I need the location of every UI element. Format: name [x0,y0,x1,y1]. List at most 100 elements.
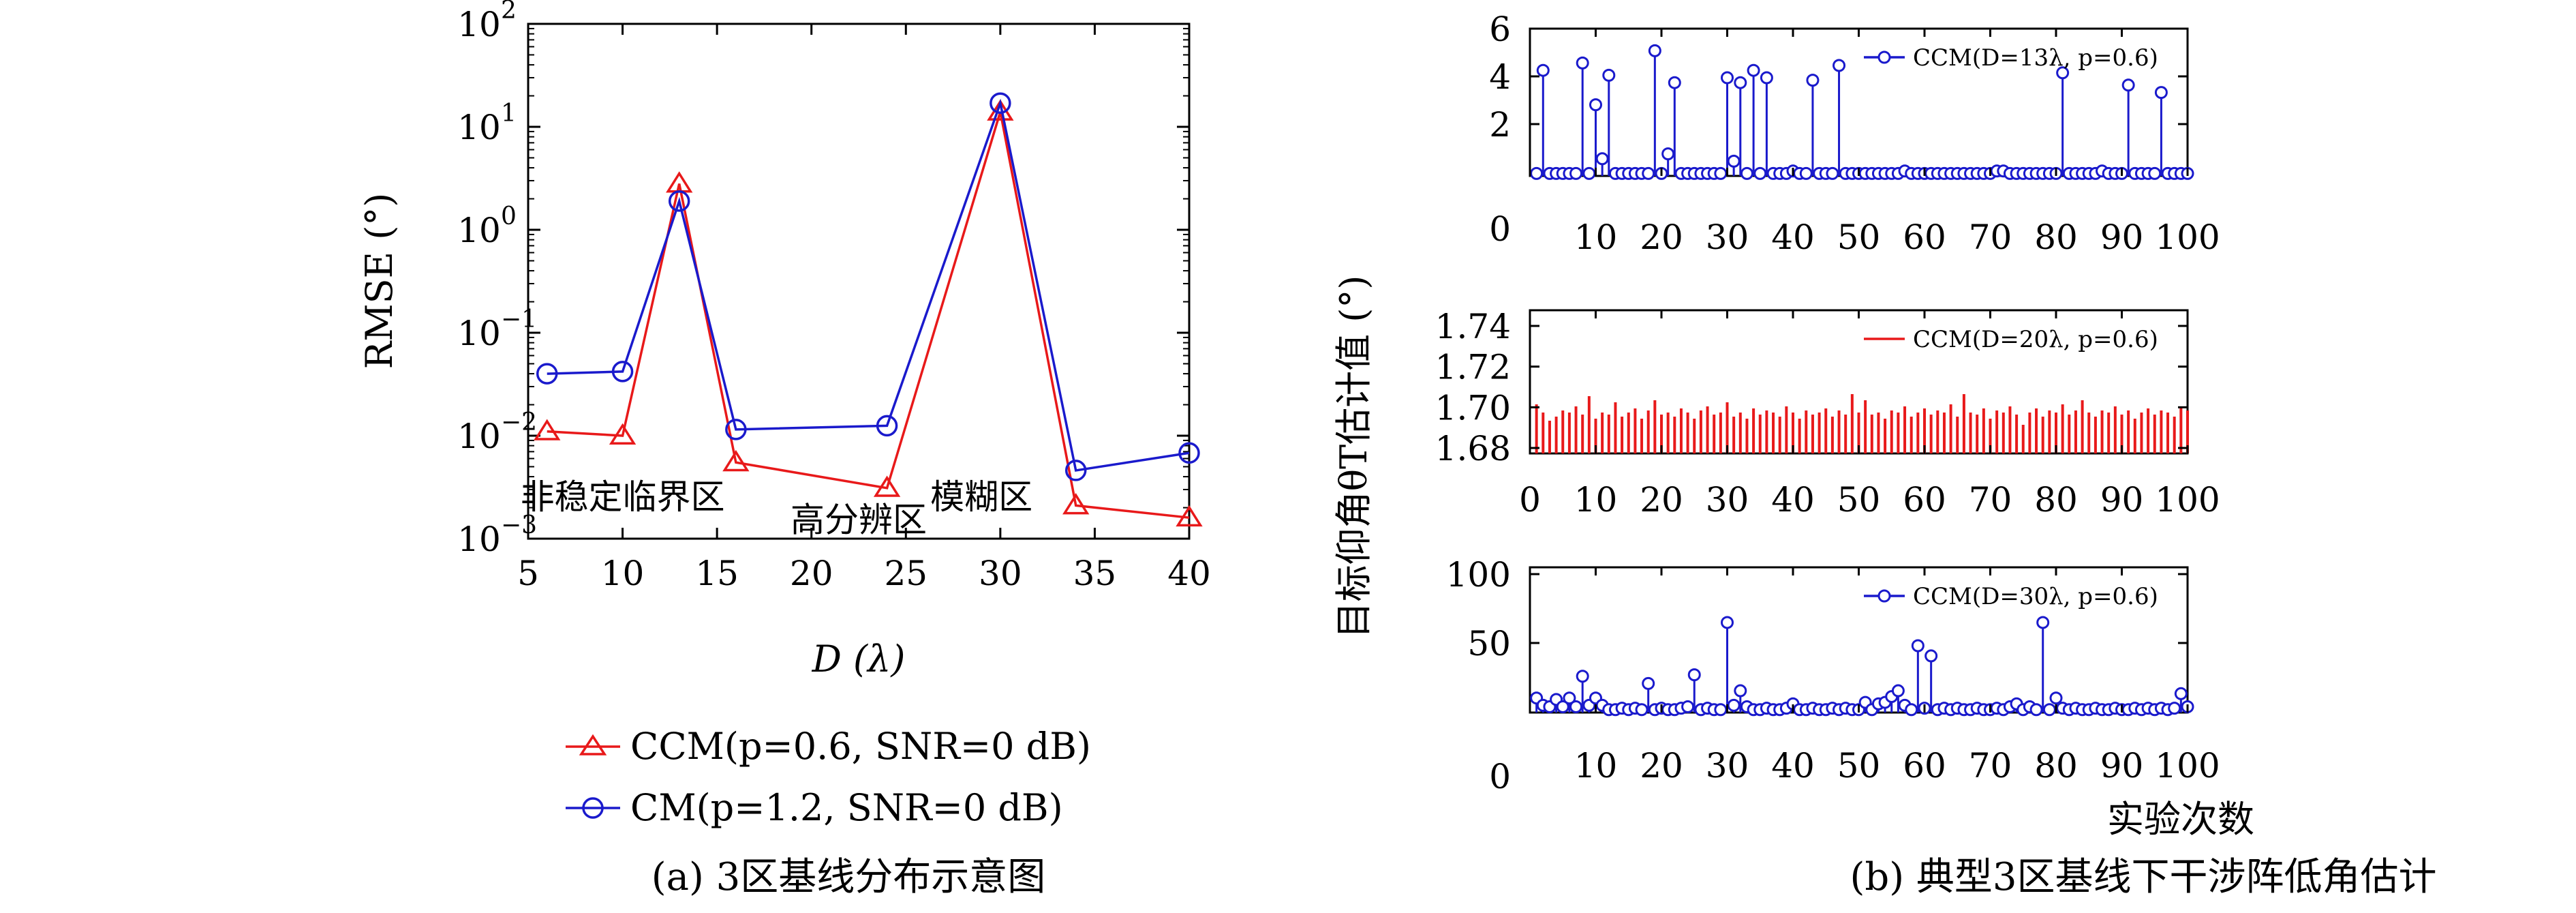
y-tick-exponent-a: −3 [501,511,537,539]
x-tick-label-b: 90 [2100,218,2144,257]
stem-marker [1642,676,1655,690]
y-tick-label-b: 1.68 [1435,429,1511,468]
circle-marker [668,190,690,212]
stem-panel-1: 1.741.721.701.680 10 20 30 40 50 60 70 80 90 100 CC… [1435,307,2220,520]
stem-marker [2168,702,2181,715]
stem-marker [1635,703,1649,717]
y-tick-label-b: 50 [1467,624,1511,663]
region-label: 高分辨区 [791,500,927,539]
plot-frame-a [527,23,1191,540]
y-tick-label-a: 10 [457,211,501,250]
triangle-marker [534,419,561,440]
stem-marker [1714,703,1728,717]
stem-marker [1714,166,1728,180]
y-axis-label-b: 目标仰角θT估计值 (°) [1332,275,1375,639]
stem-marker [1536,63,1550,77]
stem-marker [1582,166,1596,180]
legend-a: CCM(p=0.6, SNR=0 dB) CM(p=1.2, SNR=0 dB) [566,725,1091,829]
stem-marker [1595,152,1609,166]
triangle-marker [1176,505,1203,527]
x-tick-label-b: 100 [2155,746,2220,785]
stem-marker [1576,670,1589,683]
legend-label-b: CCM(D=13λ, p=0.6) [1913,44,2158,72]
stem-marker [1687,668,1701,682]
y-tick-label-b: 2 [1489,105,1511,145]
stem-marker [1727,698,1741,712]
legend-marker-b [1877,589,1891,603]
stem-marker [2148,166,2162,180]
circle-marker [536,363,558,385]
y-tick-label-b: 0 [1489,209,1511,249]
stem-marker [1648,44,1661,57]
y-tick-label-a: 10 [457,520,501,559]
legend-label-0: CCM(p=0.6, SNR=0 dB) [630,725,1091,768]
stem-marker [1806,74,1820,87]
stem-marker [2154,86,2168,100]
x-tick-label-b: 70 [1969,480,2012,520]
x-tick-label-b: 100 [2155,480,2220,520]
circle-marker [876,415,898,437]
series-lines-a [534,92,1203,527]
x-tick-label-b: 30 [1706,480,1749,520]
stem-marker [1556,700,1569,713]
stem-marker [1589,98,1602,112]
y-tick-label-a: 10 [457,108,501,147]
stem-marker [2042,703,2056,717]
x-axis-label-a: D (λ) [812,638,906,680]
x-tick-label-b: 40 [1771,480,1815,520]
y-tick-exponent-a: 1 [501,100,517,128]
circle-marker [1178,442,1200,464]
y-tick-label-a: 10 [457,417,501,456]
stem-marker [1911,639,1925,653]
y-tick-exponent-a: −2 [501,408,537,436]
stem-marker [1668,76,1681,89]
x-tick-label-b: 70 [1969,746,2012,785]
y-tick-label-b: 4 [1489,57,1511,97]
stem-marker [1891,684,1905,698]
legend-circle-marker [582,797,604,819]
x-tick-label-b: 80 [2034,746,2078,785]
x-tick-label-a: 25 [884,554,927,593]
x-tick-label-b: 10 [1574,218,1618,257]
series-line-0 [547,111,1190,519]
stem-marker [1760,71,1773,85]
legend-label-1: CM(p=1.2, SNR=0 dB) [630,786,1063,829]
stem-marker [1721,616,1734,629]
y-tick-exponent-a: 0 [501,203,517,230]
stem-marker [1747,63,1760,77]
region-label: 模糊区 [930,477,1032,517]
stem-marker [1569,166,1583,180]
x-tick-label-b: 50 [1837,746,1881,785]
stem-marker [1563,691,1576,705]
caption-b: (b) 典型3区基线下干涉阵低角估计 [1850,855,2437,899]
legend-triangle-marker [579,734,607,755]
region-label: 非稳定临界区 [521,477,725,517]
stem-marker [1727,154,1741,168]
triangle-marker [873,475,901,497]
y-tick-label-b: 1.72 [1435,348,1511,387]
stem-marker [1734,684,1747,698]
x-tick-label-b: 100 [2155,218,2220,257]
x-tick-label-b: 90 [2100,480,2144,520]
x-tick-label-b: 20 [1640,218,1683,257]
circle-marker [725,419,747,440]
x-tick-label-a: 20 [790,554,833,593]
x-tick-label-b: 40 [1771,218,1815,257]
stem-marker [1576,56,1589,70]
stem-marker [2174,687,2188,700]
stem-marker [1642,166,1655,180]
x-tick-label-b: 10 [1574,746,1618,785]
stem-marker [1740,166,1753,180]
y-tick-label-a: 10 [457,314,501,353]
stem-marker [1734,76,1747,89]
x-tick-label-b: 70 [1969,218,2012,257]
stem-marker [1925,649,1938,663]
stem-marker [1753,166,1767,180]
y-tick-label-b: 6 [1489,10,1511,49]
stem-marker [1530,166,1544,180]
